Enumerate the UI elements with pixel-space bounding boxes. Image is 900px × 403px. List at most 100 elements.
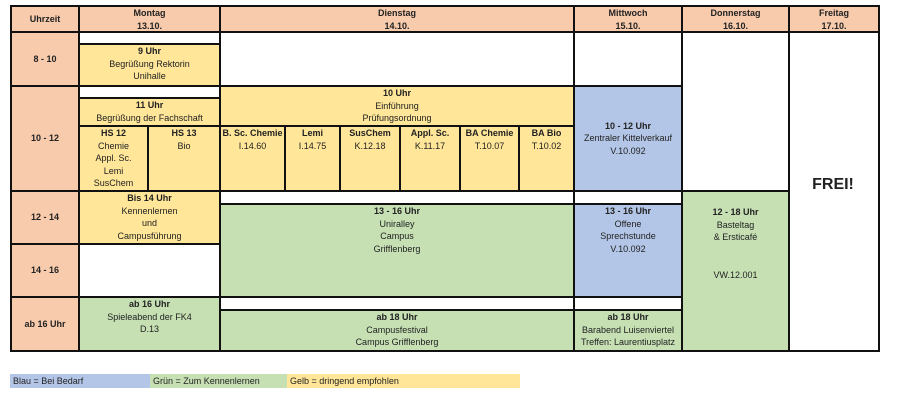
room-name: K.12.18 bbox=[354, 140, 386, 151]
day-name: Dienstag bbox=[377, 8, 416, 18]
event-time: Bis 14 Uhr bbox=[127, 193, 172, 203]
day-name: Donnerstag bbox=[710, 8, 761, 18]
event-begruessung-rektorin: 9 Uhr Begrüßung Rektorin Unihalle bbox=[78, 43, 221, 87]
event-location: Treffen: Laurentiusplatz bbox=[580, 337, 676, 347]
event-title: Kennenlernen bbox=[121, 205, 178, 216]
event-title: & Ersticafé bbox=[713, 232, 758, 242]
event-room: Unihalle bbox=[133, 71, 166, 81]
room-group: BA Chemie bbox=[465, 128, 514, 138]
event-basteltag: 12 - 18 Uhr Basteltag & Ersticafé VW.12.001 bbox=[681, 190, 790, 352]
room-group: SusChem bbox=[93, 178, 134, 188]
event-barabend: ab 18 Uhr Barabend Luisenviertel Treffen: … bbox=[573, 309, 683, 352]
event-title: Offene bbox=[614, 218, 642, 229]
time-label: 8 - 10 bbox=[33, 53, 57, 64]
time-label: 10 - 12 bbox=[30, 133, 60, 144]
freitag-cell bbox=[788, 31, 880, 352]
event-begruessung-fachschaft: 11 Uhr Begrüßung der Fachschaft bbox=[78, 97, 221, 127]
room-name: HS 12 bbox=[100, 128, 126, 138]
room-cell: BA Chemie T.10.07 bbox=[459, 125, 520, 192]
event-room: D.13 bbox=[139, 324, 159, 334]
room-group: Lemi bbox=[103, 165, 124, 176]
event-title: Zentraler Kittelverkauf bbox=[583, 133, 673, 144]
room-group: SusChem bbox=[349, 128, 391, 138]
header-mittwoch: Mittwoch 15.10. bbox=[573, 5, 683, 33]
time-slot: 14 - 16 bbox=[10, 243, 80, 298]
event-time: 10 - 12 Uhr bbox=[604, 120, 652, 131]
room-group: Lemi bbox=[301, 128, 323, 138]
header-uhrzeit: Uhrzeit bbox=[10, 5, 80, 33]
room-group: B. Sc. Chemie bbox=[222, 128, 283, 138]
event-title: Campusführung bbox=[117, 230, 182, 241]
event-room: V.10.092 bbox=[610, 243, 646, 254]
room-cell: B. Sc. Chemie I.14.60 bbox=[219, 125, 286, 192]
room-hs12: HS 12 Chemie Appl. Sc. Lemi SusChem bbox=[78, 125, 149, 192]
time-slot: 12 - 14 bbox=[10, 190, 80, 245]
event-title: und bbox=[141, 218, 158, 228]
room-name: T.10.07 bbox=[474, 140, 505, 151]
event-title: Sprechstunde bbox=[600, 231, 656, 241]
room-cell: Lemi I.14.75 bbox=[284, 125, 341, 192]
room-cell: BA Bio T.10.02 bbox=[518, 125, 575, 192]
event-time: ab 18 Uhr bbox=[607, 312, 649, 322]
legend-green: Grün = Zum Kennenlernen bbox=[150, 374, 287, 388]
time-slot: 10 - 12 bbox=[10, 85, 80, 192]
event-time: ab 18 Uhr bbox=[376, 312, 418, 322]
day-name: Mittwoch bbox=[608, 8, 648, 18]
room-name: K.11.17 bbox=[414, 140, 446, 151]
day-date: 17.10. bbox=[821, 20, 847, 31]
time-label: 12 - 14 bbox=[30, 212, 60, 223]
event-time: 10 Uhr bbox=[382, 88, 411, 98]
event-title: Begrüßung der Fachschaft bbox=[96, 112, 203, 123]
room-cell: SusChem K.12.18 bbox=[339, 125, 401, 192]
empty-cell bbox=[78, 243, 221, 298]
legend-yellow: Gelb = dringend empfohlen bbox=[287, 374, 520, 388]
room-group: BA Bio bbox=[531, 128, 562, 138]
empty-cell bbox=[219, 31, 575, 87]
room-name: HS 13 bbox=[171, 128, 197, 138]
event-spieleabend: ab 16 Uhr Spieleabend der FK4 D.13 bbox=[78, 296, 221, 352]
header-montag: Montag 13.10. bbox=[78, 5, 221, 33]
frei-label: FREI! bbox=[812, 176, 854, 193]
header-dienstag: Dienstag 14.10. bbox=[219, 5, 575, 33]
header-donnerstag: Donnerstag 16.10. bbox=[681, 5, 790, 33]
event-title: Begrüßung Rektorin bbox=[109, 58, 190, 69]
event-kennenlernen: Bis 14 Uhr Kennenlernen und Campusführung bbox=[78, 190, 221, 245]
event-kittelverkauf: 10 - 12 Uhr Zentraler Kittelverkauf V.10.0… bbox=[573, 85, 683, 192]
event-title: Campusfestival bbox=[366, 324, 428, 335]
event-sprechstunde: 13 - 16 Uhr Offene Sprechstunde V.10.092 bbox=[573, 203, 683, 298]
header-freitag: Freitag 17.10. bbox=[788, 5, 880, 33]
event-title: Prüfungsordnung bbox=[362, 113, 432, 123]
event-time: ab 16 Uhr bbox=[128, 299, 170, 309]
event-time: 13 - 16 Uhr bbox=[373, 206, 421, 216]
event-title: Basteltag bbox=[716, 219, 755, 230]
time-slot: 8 - 10 bbox=[10, 31, 80, 87]
room-group: Chemie bbox=[97, 140, 129, 151]
legend-blue: Blau = Bei Bedarf bbox=[10, 374, 150, 388]
day-name: Montag bbox=[133, 8, 166, 18]
room-group: Bio bbox=[177, 140, 191, 151]
room-hs13: HS 13 Bio bbox=[147, 125, 221, 192]
event-time: 13 - 16 Uhr bbox=[604, 206, 652, 216]
event-room: VW.12.001 bbox=[713, 269, 758, 280]
day-date: 13.10. bbox=[136, 20, 163, 31]
day-date: 15.10. bbox=[615, 20, 641, 31]
room-cell: Appl. Sc. K.11.17 bbox=[399, 125, 461, 192]
day-date: 14.10. bbox=[384, 20, 410, 31]
event-campusfestival: ab 18 Uhr Campusfestival Campus Grifflenbe… bbox=[219, 309, 575, 352]
event-einfuehrung-pruefungsordnung: 10 Uhr Einführung Prüfungsordnung bbox=[219, 85, 575, 127]
event-title: Einführung bbox=[375, 100, 419, 111]
room-group: Appl. Sc. bbox=[410, 128, 450, 138]
room-name: I.14.75 bbox=[298, 140, 327, 151]
day-date: 16.10. bbox=[722, 20, 749, 31]
event-title: Barabend Luisenviertel bbox=[581, 324, 675, 335]
event-location: Campus bbox=[380, 231, 414, 241]
event-room: V.10.092 bbox=[610, 145, 646, 156]
room-group: Appl. Sc. bbox=[95, 153, 132, 163]
empty-cell bbox=[681, 31, 790, 192]
event-location: Campus Grifflenberg bbox=[355, 337, 439, 347]
room-name: I.14.60 bbox=[238, 140, 267, 151]
event-title: Uniralley bbox=[379, 218, 415, 229]
day-name: Freitag bbox=[818, 8, 849, 18]
header-label: Uhrzeit bbox=[29, 13, 61, 24]
event-location: Grifflenberg bbox=[373, 243, 421, 254]
